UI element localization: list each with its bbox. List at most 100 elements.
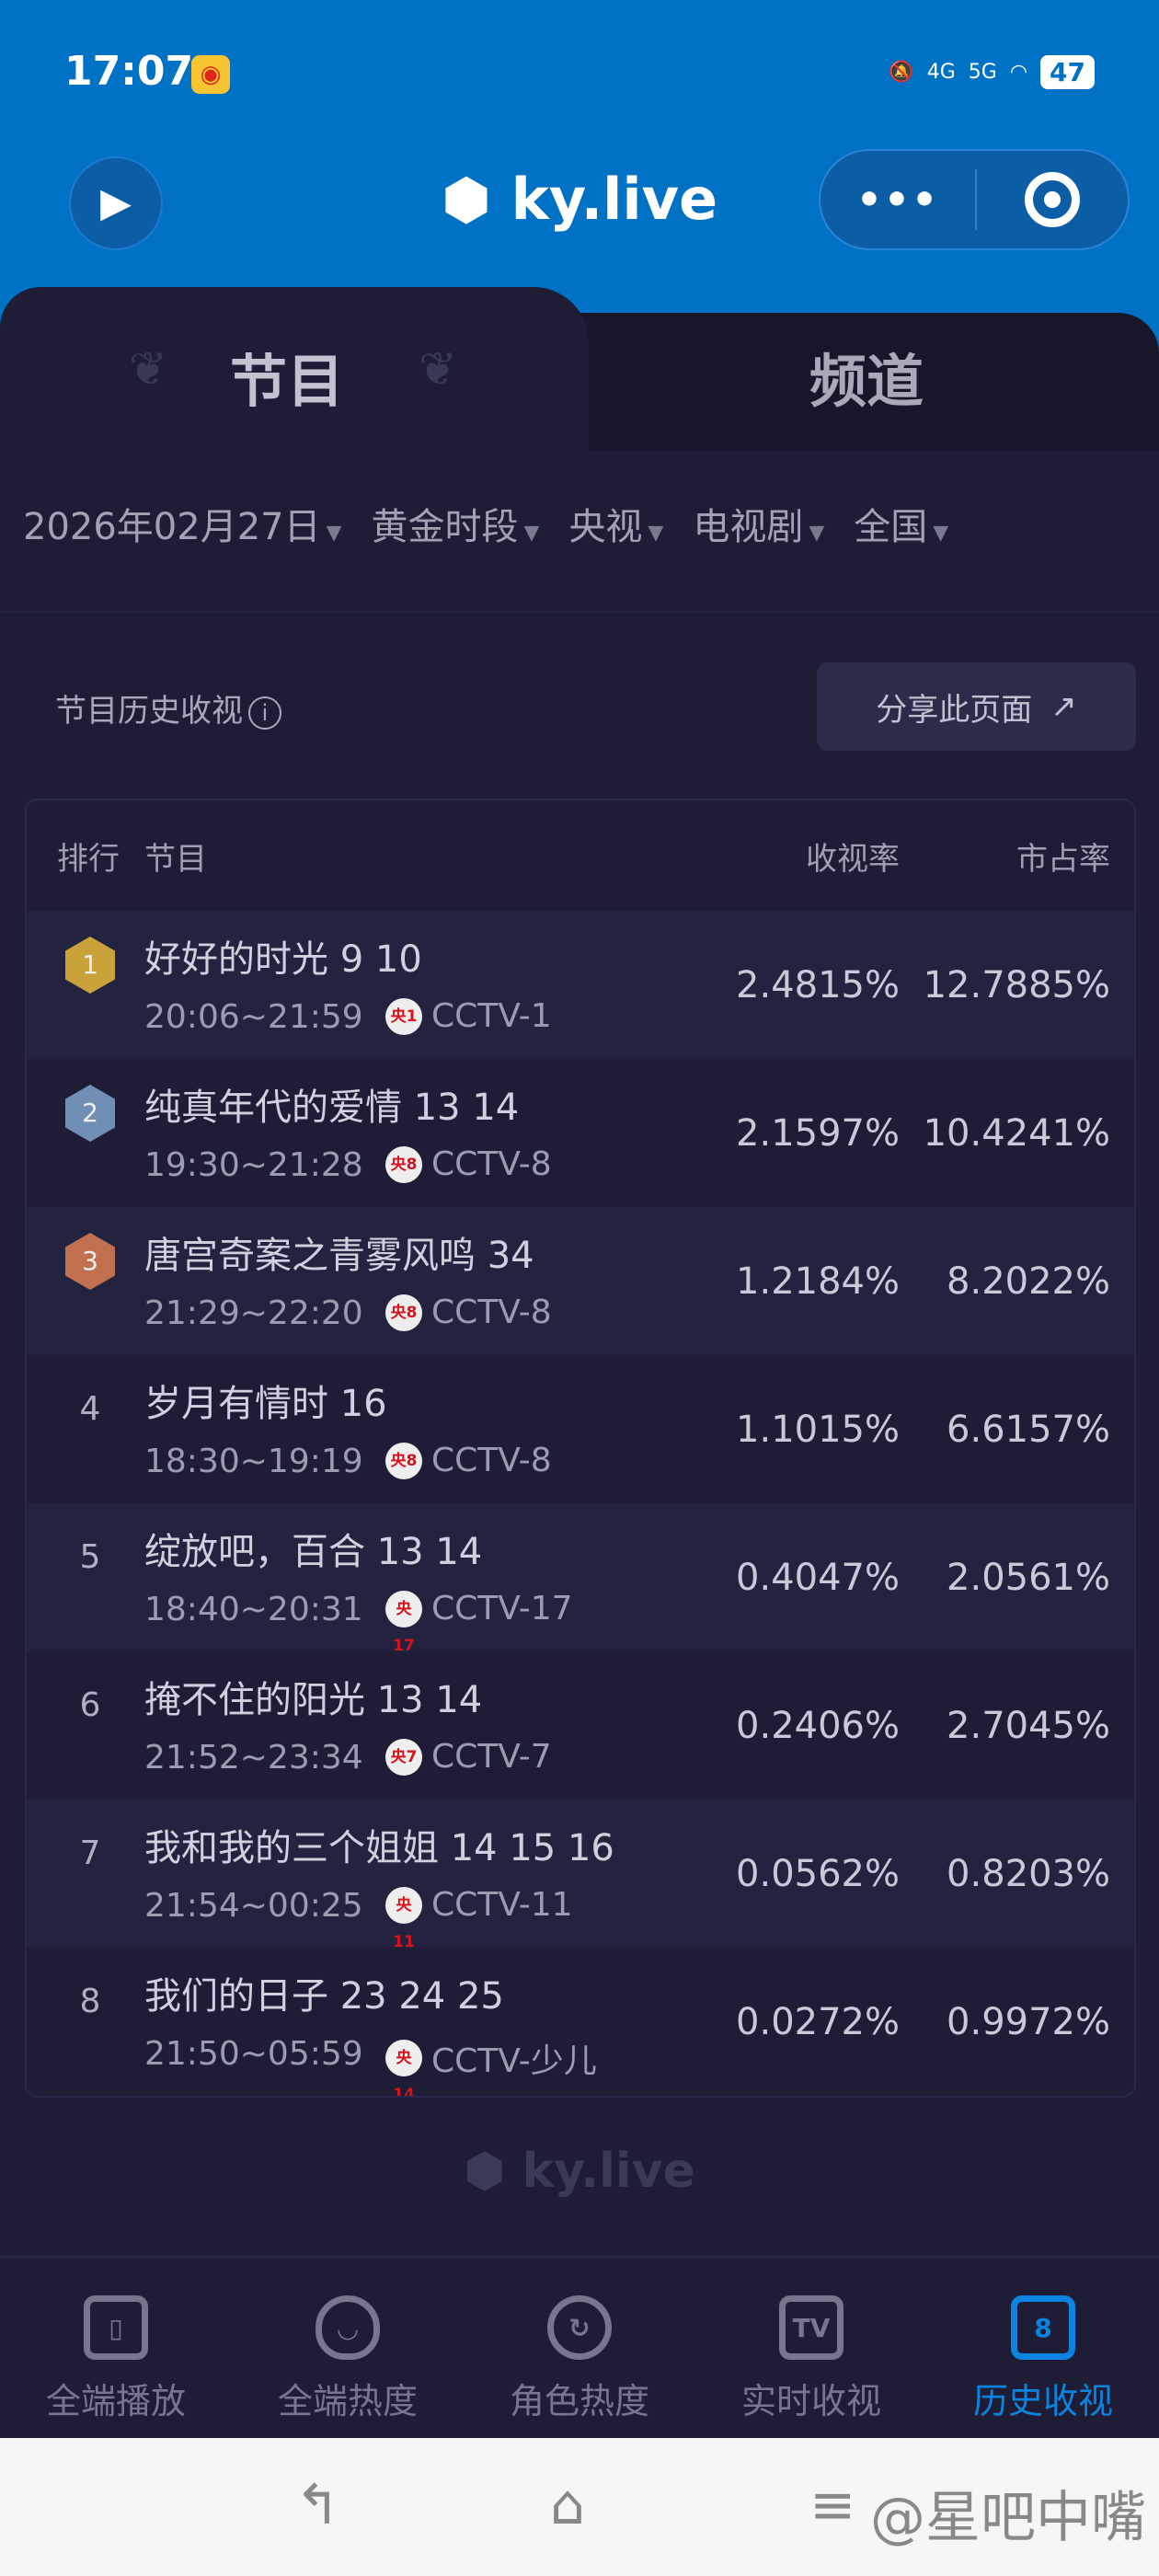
rank-badge: 5	[79, 1538, 101, 1576]
tab-channel[interactable]	[534, 313, 1159, 451]
program-title: 我们的日子 23 24 25	[144, 1975, 504, 2018]
channel: 央11 CCTV-11	[385, 1886, 573, 1951]
flame-icon: ◡	[316, 2295, 380, 2360]
share-value: 10.4241%	[923, 1112, 1110, 1155]
share-value: 6.6157%	[947, 1409, 1110, 1451]
system-nav-bar: ↰ ⌂ ≡ @星吧中嘴	[0, 2438, 1159, 2576]
back-icon[interactable]: ↰	[294, 2473, 341, 2537]
tv-icon: TV	[779, 2295, 843, 2360]
filter-timeslot[interactable]: 黄金时段 ▼	[371, 506, 540, 548]
dropdown-arrow-icon: ▼	[523, 522, 540, 545]
header-rating[interactable]: 收视率	[806, 840, 900, 878]
table-row[interactable]: 4 岁月有情时 16 18:30~19:19 央8 CCTV-8 1.1015% …	[27, 1355, 1134, 1503]
more-button[interactable]: •••	[855, 176, 940, 224]
home-icon[interactable]: ⌂	[550, 2473, 586, 2537]
filter-genre[interactable]: 电视剧 ▼	[693, 506, 825, 548]
signal-5g-icon: 5G	[968, 61, 997, 84]
recents-icon[interactable]: ≡	[809, 2473, 856, 2537]
channel: 央8 CCTV-8	[385, 1442, 552, 1479]
channel-logo-icon: 央14	[385, 2040, 422, 2096]
app-logo-button[interactable]: ▶	[69, 156, 163, 250]
target-icon	[1025, 172, 1080, 227]
close-target-button[interactable]	[977, 172, 1128, 227]
filter-network[interactable]: 央视 ▼	[568, 506, 664, 548]
rank-badge: 3	[65, 1233, 115, 1290]
bottom-nav: ▯ 全端播放 ◡ 全端热度 ↻ 角色热度 TV 实时收视 8 历史收视	[0, 2256, 1159, 2438]
table-row[interactable]: 7 我和我的三个姐姐 14 15 16 21:54~00:25 央11 CCTV-…	[27, 1800, 1134, 1951]
channel-logo-icon: 央8	[385, 1442, 422, 1479]
rating-value: 0.0562%	[736, 1853, 900, 1895]
history-tv-icon: 8	[1011, 2295, 1075, 2360]
program-title: 掩不住的阳光 13 14	[144, 1679, 483, 1721]
share-value: 2.7045%	[947, 1705, 1110, 1747]
ratings-table: 排行 节目 收视率 市占率 1 好好的时光 9 10 20:06~21:59 央…	[25, 799, 1136, 2098]
rank-badge: 6	[79, 1686, 101, 1724]
share-page-button[interactable]: 分享此页面 ↗	[817, 662, 1136, 751]
nav-history[interactable]: 8 历史收视	[927, 2259, 1159, 2438]
filter-bar: 2026年02月27日 ▼ 黄金时段 ▼ 央视 ▼ 电视剧 ▼ 全国 ▼	[23, 497, 948, 550]
person-icon: ↻	[547, 2295, 612, 2360]
rating-value: 0.2406%	[736, 1705, 900, 1747]
weibo-notification-icon: ◉	[191, 55, 230, 94]
channel-logo-icon: 央1	[385, 997, 422, 1035]
rank-badge: 7	[79, 1834, 101, 1872]
air-time: 18:30~19:19	[144, 1443, 363, 1480]
program-title: 唐宫奇案之青雾风鸣 34	[144, 1235, 534, 1277]
channel: 央8 CCTV-8	[385, 1294, 552, 1331]
info-icon[interactable]: i	[248, 696, 281, 730]
channel-logo-icon: 央7	[385, 1738, 422, 1776]
rating-value: 1.1015%	[736, 1409, 900, 1451]
air-time: 21:52~23:34	[144, 1739, 363, 1777]
tab-program[interactable]	[0, 287, 589, 471]
tab-channel-label[interactable]: 频道	[809, 348, 924, 415]
table-row[interactable]: 2 纯真年代的爱情 13 14 19:30~21:28 央8 CCTV-8 2.1…	[27, 1059, 1134, 1207]
header-share[interactable]: 市占率	[1016, 840, 1110, 878]
rating-value: 2.4815%	[736, 964, 900, 1006]
air-time: 20:06~21:59	[144, 998, 363, 1036]
air-time: 19:30~21:28	[144, 1146, 363, 1184]
watermark: @星吧中嘴	[870, 2486, 1146, 2550]
rank-badge: 8	[79, 1983, 101, 2020]
table-row[interactable]: 3 唐宫奇案之青雾风鸣 34 21:29~22:20 央8 CCTV-8 1.21…	[27, 1207, 1134, 1355]
mini-program-capsule: •••	[819, 149, 1130, 250]
table-row[interactable]: 1 好好的时光 9 10 20:06~21:59 央1 CCTV-1 2.4815…	[27, 911, 1134, 1059]
nav-all-heat[interactable]: ◡ 全端热度	[232, 2259, 464, 2438]
table-row[interactable]: 8 我们的日子 23 24 25 21:50~05:59 央14 CCTV-少儿 …	[27, 1948, 1134, 2096]
header-rank: 排行	[57, 840, 120, 878]
channel-logo-icon: 央17	[385, 1590, 422, 1655]
dropdown-arrow-icon: ▼	[809, 522, 825, 545]
divider	[0, 611, 1159, 613]
air-time: 21:54~00:25	[144, 1887, 363, 1925]
channel: 央17 CCTV-17	[385, 1590, 573, 1655]
signal-4g-icon: 4G	[926, 61, 956, 84]
rating-value: 2.1597%	[736, 1112, 900, 1155]
header-program: 节目	[144, 840, 207, 878]
air-time: 21:29~22:20	[144, 1294, 363, 1332]
program-title: 岁月有情时 16	[144, 1383, 387, 1425]
nav-role-heat[interactable]: ↻ 角色热度	[464, 2259, 695, 2438]
rank-badge: 4	[79, 1390, 101, 1428]
footer-logo: ⬢ ky.live	[464, 2144, 695, 2199]
air-time: 18:40~20:31	[144, 1591, 363, 1628]
rating-value: 0.0272%	[736, 2001, 900, 2043]
laurel-right-icon: ❦	[419, 342, 457, 396]
share-value: 2.0561%	[947, 1557, 1110, 1599]
table-row[interactable]: 6 掩不住的阳光 13 14 21:52~23:34 央7 CCTV-7 0.24…	[27, 1651, 1134, 1800]
program-title: 我和我的三个姐姐 14 15 16	[144, 1827, 614, 1869]
share-value: 12.7885%	[923, 964, 1110, 1006]
channel-logo-icon: 央8	[385, 1145, 422, 1183]
share-value: 0.8203%	[947, 1853, 1110, 1895]
program-title: 好好的时光 9 10	[144, 938, 422, 981]
table-row[interactable]: 5 绽放吧，百合 13 14 18:40~20:31 央17 CCTV-17 0.…	[27, 1503, 1134, 1655]
share-value: 0.9972%	[947, 2001, 1110, 2043]
channel-logo-icon: 央11	[385, 1886, 422, 1951]
laurel-left-icon: ❦	[129, 342, 167, 396]
channel: 央1 CCTV-1	[385, 997, 552, 1035]
filter-date[interactable]: 2026年02月27日 ▼	[23, 506, 342, 548]
tab-program-label[interactable]: 节目	[230, 348, 345, 415]
device-icon: ▯	[84, 2295, 148, 2360]
mute-icon: 🔕	[889, 61, 914, 84]
nav-all-play[interactable]: ▯ 全端播放	[0, 2259, 232, 2438]
nav-realtime[interactable]: TV 实时收视	[695, 2259, 927, 2438]
filter-region[interactable]: 全国 ▼	[854, 506, 949, 548]
